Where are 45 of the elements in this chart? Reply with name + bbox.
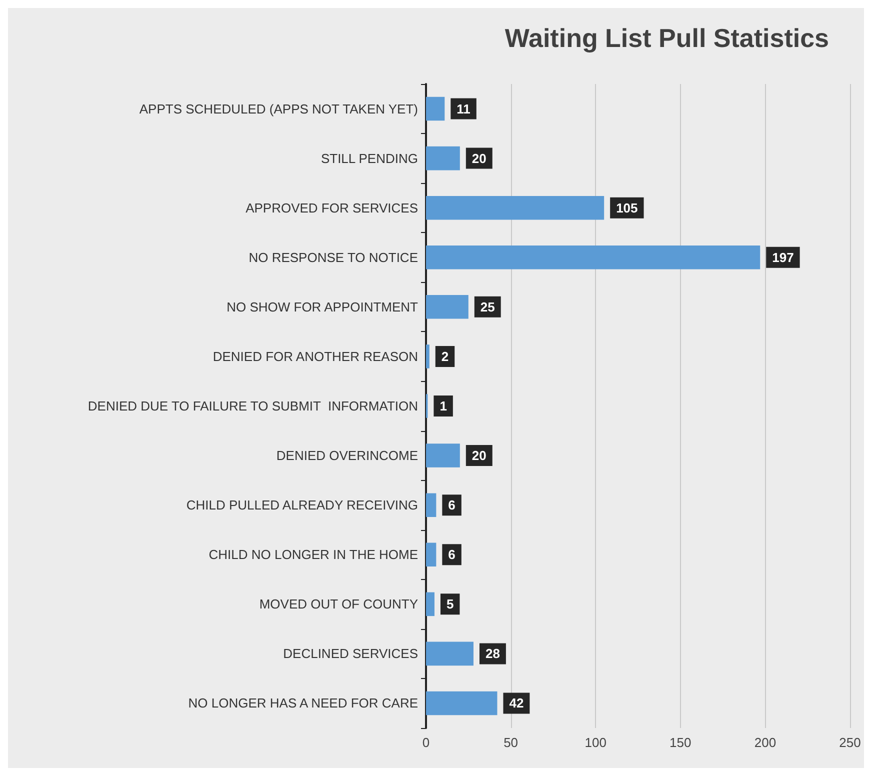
- data-label: 11: [456, 101, 470, 116]
- data-label: 1: [440, 398, 447, 414]
- bar: [426, 691, 498, 716]
- bar: [426, 245, 760, 270]
- y-tick-label: NO LONGER HAS A NEED FOR CARE: [188, 696, 418, 711]
- y-tick-label: DENIED DUE TO FAILURE TO SUBMIT INFORMATION: [88, 398, 418, 414]
- x-tick-label: 100: [584, 735, 606, 750]
- y-tick-label: MOVED OUT OF COUNTY: [259, 596, 418, 612]
- bar: [426, 592, 434, 616]
- y-tick-label: APPROVED FOR SERVICES: [246, 200, 418, 216]
- y-tick-label: DENIED OVERINCOME: [276, 448, 418, 464]
- bar: [426, 295, 468, 319]
- y-tick-label: APPTS SCHEDULED (APPS NOT TAKEN YET): [139, 101, 418, 116]
- x-tick-label: 50: [504, 735, 518, 750]
- data-label: 6: [448, 498, 456, 513]
- data-label: 2: [441, 348, 449, 364]
- y-tick-label: STILL PENDING: [320, 150, 418, 166]
- data-label: 5: [446, 596, 454, 612]
- data-label: 20: [472, 448, 486, 464]
- y-tick-label: DECLINED SERVICES: [283, 646, 418, 662]
- chart-title: Waiting List Pull Statistics: [504, 23, 830, 53]
- data-label: 197: [772, 250, 794, 265]
- x-tick-label: 200: [754, 735, 776, 750]
- bar: [426, 344, 430, 368]
- y-tick-label: CHILD PULLED ALREADY RECEIVING: [186, 498, 418, 513]
- bar: [426, 146, 460, 170]
- data-label: 6: [448, 547, 456, 562]
- data-label: 28: [485, 646, 500, 662]
- bar: [426, 542, 436, 567]
- bar: [426, 96, 445, 121]
- y-tick-label: NO SHOW FOR APPOINTMENT: [226, 299, 418, 314]
- y-tick-label: CHILD NO LONGER IN THE HOME: [208, 547, 418, 562]
- x-tick-label: 0: [422, 735, 430, 750]
- y-tick-label: DENIED FOR ANOTHER REASON: [212, 348, 418, 364]
- bar: [426, 196, 604, 220]
- bar: [426, 642, 474, 666]
- bar: [426, 493, 436, 517]
- data-label: 25: [480, 299, 495, 314]
- x-tick-label: 150: [670, 735, 692, 750]
- y-tick-label: NO RESPONSE TO NOTICE: [248, 250, 418, 265]
- x-tick-label: 250: [839, 735, 861, 750]
- data-label: 105: [616, 200, 638, 216]
- data-label: 42: [509, 696, 524, 711]
- data-label: 20: [472, 150, 486, 166]
- bar: [426, 444, 460, 468]
